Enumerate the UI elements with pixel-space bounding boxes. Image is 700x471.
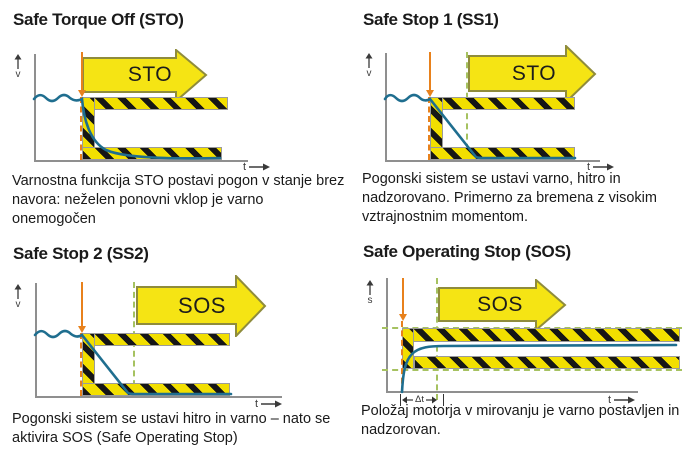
x-axis	[386, 391, 638, 393]
panel-title: Safe Torque Off (STO)	[13, 10, 184, 29]
panel-sto: Safe Torque Off (STO) v STO t Varnostna …	[0, 0, 350, 235]
axis-arrow-right-icon	[261, 400, 283, 408]
panel-sos: Safe Operating Stop (SOS) s SOS Δt	[350, 236, 700, 471]
panel-ss1: Safe Stop 1 (SS1) v STO t Pogonski siste…	[350, 0, 700, 235]
stop-trigger-dashed-line	[401, 321, 403, 393]
stop-trigger-arrowhead-icon	[78, 326, 86, 333]
measure-arrow-left-icon	[402, 396, 413, 404]
x-axis-letter: t	[608, 394, 612, 406]
y-axis	[386, 278, 388, 393]
y-axis-label: v	[14, 284, 22, 310]
stop-trigger-line	[81, 282, 83, 326]
y-axis-letter: v	[15, 69, 21, 80]
stop-trigger-dashed-line	[80, 333, 82, 396]
x-axis-label: t	[587, 161, 615, 173]
stop-trigger-dashed-line	[80, 97, 82, 160]
y-axis	[34, 54, 36, 162]
y-axis	[385, 53, 387, 162]
axis-arrow-right-icon	[614, 396, 636, 404]
x-axis-letter: t	[243, 161, 247, 173]
position-limit-line-lower	[382, 369, 682, 371]
y-axis-letter: s	[367, 295, 373, 306]
y-axis-label: v	[365, 53, 373, 79]
description-text: Pogonski sistem se ustavi hitro in varno…	[12, 411, 331, 446]
function-arrow: STO	[468, 43, 597, 108]
speed-curve	[383, 93, 577, 160]
axis-arrow-up-icon	[14, 54, 22, 69]
speed-curve	[32, 93, 222, 160]
delta-t-label: Δt	[415, 394, 424, 405]
stop-trigger-dashed-line	[428, 97, 430, 160]
x-axis	[35, 396, 282, 398]
x-axis-label: t	[608, 394, 636, 406]
function-arrow: SOS	[438, 277, 567, 336]
stop-trigger-arrowhead-icon	[399, 314, 407, 321]
function-arrow: SOS	[136, 273, 267, 342]
stop-trigger-arrowhead-icon	[426, 90, 434, 97]
measure-arrow-right-icon	[426, 396, 437, 404]
speed-curve	[33, 329, 233, 396]
y-axis	[35, 283, 37, 398]
function-arrow-label: STO	[511, 62, 557, 85]
description-text: Položaj motorja v mirovanju je varno pos…	[361, 403, 680, 438]
axis-arrow-right-icon	[249, 163, 271, 171]
axis-arrow-up-icon	[365, 53, 373, 68]
y-axis-letter: v	[15, 299, 21, 310]
stop-trigger-line	[81, 52, 83, 90]
stop-trigger-line	[429, 52, 431, 90]
axis-arrow-up-icon	[14, 284, 22, 299]
description-text: Varnostna funkcija STO postavi pogon v s…	[12, 173, 345, 227]
x-axis-letter: t	[587, 161, 591, 173]
panel-ss2: Safe Stop 2 (SS2) v SOS t Pogonski siste…	[0, 236, 350, 471]
panel-title: Safe Stop 1 (SS1)	[363, 10, 499, 29]
hazard-band-bottom	[82, 147, 222, 160]
x-axis-label: t	[255, 398, 283, 410]
function-arrow-label: SOS	[477, 293, 523, 316]
hazard-band-top	[82, 97, 228, 110]
position-curve	[400, 343, 678, 394]
hazard-band-top	[82, 333, 230, 346]
description-text: Pogonski sistem se ustavi varno, hitro i…	[362, 171, 657, 225]
y-axis-letter: v	[366, 68, 372, 79]
hazard-band-top	[430, 97, 575, 110]
panel-title: Safe Operating Stop (SOS)	[363, 242, 571, 261]
panel-title: Safe Stop 2 (SS2)	[13, 244, 149, 263]
stop-trigger-line	[402, 278, 404, 314]
stop-trigger-arrowhead-icon	[78, 90, 86, 97]
hazard-band-top	[402, 328, 680, 342]
hazard-band-vertical	[402, 328, 414, 369]
function-arrow-label: STO	[127, 63, 173, 86]
axis-arrow-up-icon	[366, 280, 374, 295]
x-axis	[385, 160, 600, 162]
y-axis-label: v	[14, 54, 22, 80]
function-arrow: STO	[82, 47, 208, 107]
delta-t-marker: Δt	[400, 394, 444, 406]
hazard-band-bottom	[414, 356, 680, 369]
x-axis-label: t	[243, 161, 271, 173]
axis-arrow-right-icon	[593, 163, 615, 171]
y-axis-label: s	[366, 280, 374, 306]
function-arrow-label: SOS	[178, 293, 226, 318]
x-axis-letter: t	[255, 398, 259, 410]
x-axis	[34, 160, 248, 162]
